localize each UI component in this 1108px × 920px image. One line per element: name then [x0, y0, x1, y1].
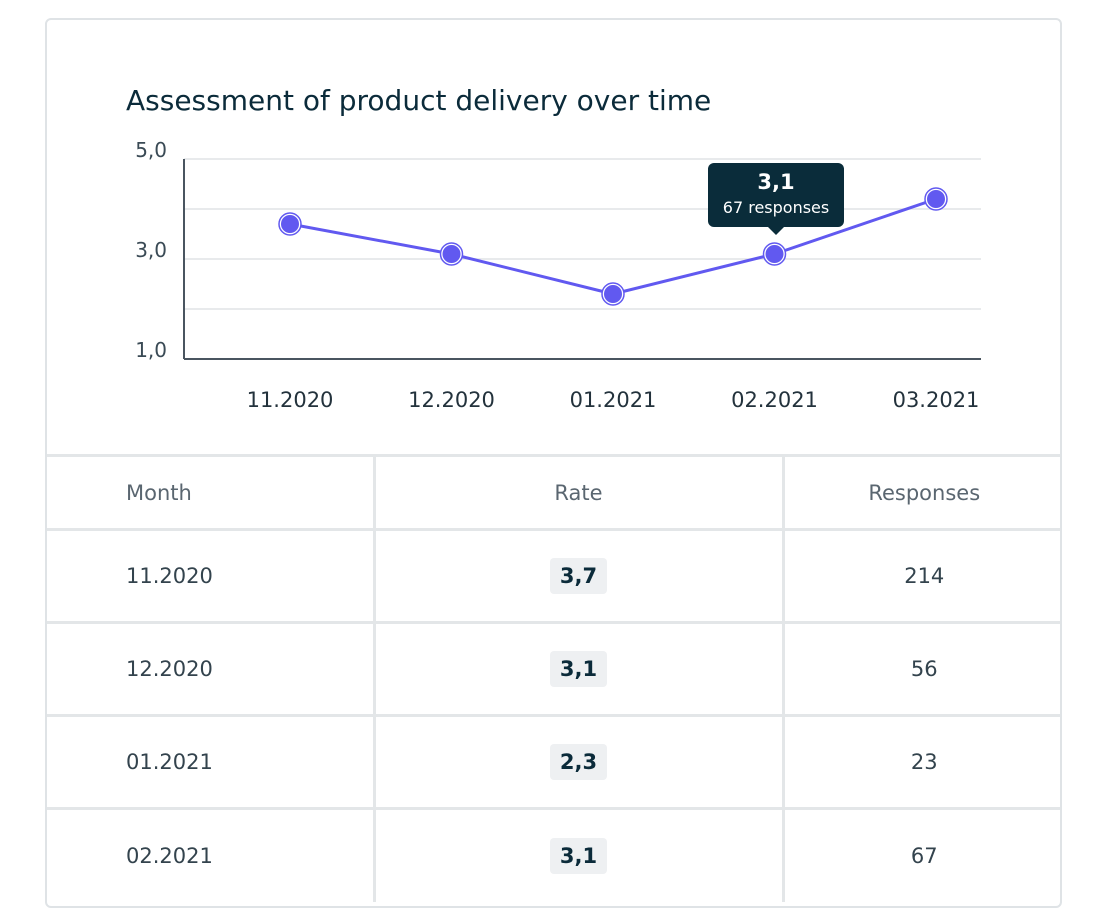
cell-month: 11.2020 [47, 528, 374, 623]
chart-tooltip: 3,1 67 responses [708, 163, 844, 235]
cell-rate: 3,7 [372, 528, 783, 623]
rate-badge: 3,7 [549, 558, 608, 594]
cell-rate: 3,1 [372, 807, 783, 902]
x-tick-label: 03.2021 [893, 388, 980, 412]
rate-badge: 2,3 [549, 744, 608, 780]
table-row: 02.2021 3,1 67 [47, 807, 1060, 902]
data-point-ring [279, 213, 301, 235]
y-tick-label: 5,0 [135, 138, 167, 162]
x-tick-label: 12.2020 [408, 388, 495, 412]
tooltip-value: 3,1 [757, 170, 795, 194]
data-point [601, 282, 625, 306]
cell-responses: 67 [781, 807, 1060, 902]
chart-card: Assessment of product delivery over time… [45, 18, 1062, 908]
header-month: Month [47, 454, 374, 530]
x-axis-ticks: 11.2020 12.2020 01.2021 02.2021 03.2021 [247, 388, 980, 412]
chart-title: Assessment of product delivery over time [126, 84, 712, 117]
data-point-ring [925, 188, 947, 210]
cell-month: 02.2021 [47, 807, 374, 902]
cell-month: 12.2020 [47, 621, 374, 716]
data-point [762, 242, 787, 266]
grid-lines [184, 158, 981, 310]
table-row: 12.2020 3,1 56 [47, 621, 1060, 716]
x-tick-label: 02.2021 [731, 388, 818, 412]
data-point-ring [440, 243, 463, 265]
data-point [924, 187, 948, 211]
cell-rate: 3,1 [372, 621, 783, 716]
data-point [278, 212, 302, 236]
chart-axes [183, 159, 981, 360]
header-rate: Rate [372, 454, 783, 530]
cell-month: 01.2021 [47, 714, 374, 809]
data-point-ring [763, 243, 786, 265]
y-tick-label: 3,0 [135, 238, 167, 262]
cell-responses: 56 [781, 621, 1060, 716]
data-table: Month Rate Responses 11.2020 3,7 214 12.… [47, 454, 1060, 902]
x-tick-label: 01.2021 [570, 388, 657, 412]
data-point-ring [602, 283, 624, 305]
rate-badge: 3,1 [549, 651, 608, 687]
cell-responses: 23 [781, 714, 1060, 809]
line-chart: 5,0 3,0 1,0 11.2020 12.2020 01.2021 02.2021 03… [135, 138, 981, 412]
table-row: 11.2020 3,7 214 [47, 528, 1060, 623]
tooltip-responses: 67 responses [722, 198, 830, 217]
series-group [278, 187, 948, 306]
cell-rate: 2,3 [372, 714, 783, 809]
cell-responses: 214 [781, 528, 1060, 623]
header-responses: Responses [781, 454, 1060, 530]
data-point [439, 242, 464, 266]
tooltip-arrow [768, 227, 784, 235]
table-header-row: Month Rate Responses [47, 454, 1060, 530]
x-tick-label: 11.2020 [247, 388, 334, 412]
rate-badge: 3,1 [549, 837, 608, 874]
table-row: 01.2021 2,3 23 [47, 714, 1060, 809]
y-tick-label: 1,0 [135, 338, 167, 362]
y-axis-ticks: 5,0 3,0 1,0 [135, 138, 167, 362]
